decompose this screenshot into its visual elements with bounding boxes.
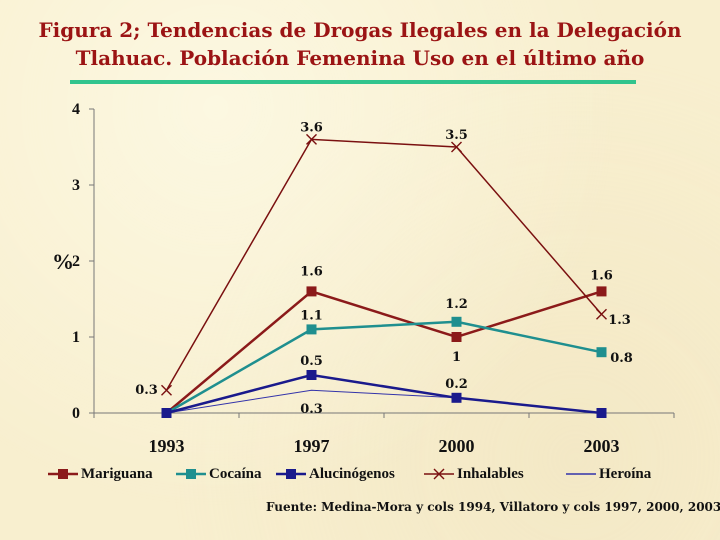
legend-item-mariguana: Mariguana bbox=[48, 462, 153, 486]
data-label-mariguana: 1 bbox=[452, 350, 461, 365]
data-point-inhalables-stroke bbox=[596, 308, 607, 320]
data-label-alucinogenos: 0.2 bbox=[445, 377, 468, 392]
y-tick-label: 3 bbox=[72, 177, 80, 194]
y-tick-label: 1 bbox=[72, 329, 80, 346]
data-point-inhalables bbox=[596, 308, 607, 320]
data-point-alucinogenos bbox=[161, 408, 172, 418]
data-point-mariguana bbox=[596, 286, 607, 297]
legend-label-heroina: Heroína bbox=[599, 465, 652, 482]
data-label-inhalables: 0.3 bbox=[135, 383, 158, 398]
data-label-mariguana: 1.6 bbox=[590, 268, 613, 283]
chart-title-line1: Figura 2; Tendencias de Drogas Ilegales … bbox=[38, 18, 682, 42]
legend-marker bbox=[58, 469, 68, 479]
data-point-alucinogenos bbox=[451, 392, 462, 403]
data-label-cocaina: 0.8 bbox=[610, 351, 633, 366]
data-label-heroina: 0.3 bbox=[300, 402, 323, 417]
y-axis-label: % bbox=[52, 249, 74, 274]
y-tick-label: 4 bbox=[72, 101, 80, 118]
legend-item-inhalables: Inhalables bbox=[424, 462, 524, 486]
data-point-inhalables-stroke bbox=[451, 141, 462, 153]
legend-swatch-graphic bbox=[566, 473, 596, 475]
legend-marker bbox=[186, 469, 196, 479]
legend-swatch-graphic bbox=[48, 469, 78, 479]
legend-label-cocaina: Cocaína bbox=[209, 465, 262, 482]
x-tick-label: 1993 bbox=[149, 436, 185, 456]
data-label-inhalables: 3.5 bbox=[445, 128, 468, 143]
data-label-cocaina: 1.1 bbox=[300, 308, 323, 323]
legend-swatch-cocaina bbox=[176, 466, 206, 482]
x-tick-label: 1997 bbox=[294, 436, 330, 456]
legend-swatch-alucinogenos bbox=[276, 466, 306, 482]
title-divider bbox=[70, 80, 636, 84]
series-line-alucinogenos bbox=[166, 373, 602, 415]
legend-item-cocaina: Cocaína bbox=[176, 462, 262, 486]
y-tick-label: 0 bbox=[72, 405, 80, 422]
series-line-mariguana bbox=[165, 290, 602, 414]
legend-label-alucinogenos: Alucinógenos bbox=[309, 465, 395, 482]
data-label-mariguana: 1.6 bbox=[300, 264, 323, 279]
data-point-cocaina bbox=[596, 347, 607, 358]
legend-label-mariguana: Mariguana bbox=[81, 465, 153, 482]
legend-marker bbox=[286, 469, 296, 479]
data-point-cocaina bbox=[306, 324, 317, 335]
data-point-inhalables-stroke bbox=[306, 133, 317, 145]
data-label-inhalables: 1.3 bbox=[608, 313, 631, 328]
data-point-inhalables bbox=[451, 141, 462, 153]
data-label-inhalables: 3.6 bbox=[300, 120, 323, 135]
series-line-inhalables bbox=[165, 138, 603, 391]
y-tick-label: 2 bbox=[72, 253, 80, 270]
data-label-cocaina: 1.2 bbox=[445, 297, 468, 312]
data-point-inhalables bbox=[306, 133, 317, 145]
data-point-inhalables bbox=[161, 384, 172, 396]
data-point-mariguana bbox=[451, 332, 462, 342]
data-point-inhalables-stroke bbox=[161, 384, 172, 396]
legend-swatch-graphic bbox=[176, 469, 206, 479]
legend-swatch-mariguana bbox=[48, 466, 78, 482]
legend-marker bbox=[433, 468, 445, 480]
legend-swatch-inhalables bbox=[424, 466, 454, 482]
line-chart: 0 1 2 3 4 1993 1997 2000 2003% 1.6 1 1.6 1.1 1.2 0.8 0.… bbox=[52, 101, 675, 456]
legend-label-inhalables: Inhalables bbox=[457, 465, 524, 482]
data-point-alucinogenos bbox=[306, 370, 317, 380]
legend-item-heroina: Heroína bbox=[566, 462, 651, 486]
series-line-cocaina bbox=[165, 320, 602, 415]
legend-swatch-heroina bbox=[566, 466, 596, 482]
x-tick-label: 2003 bbox=[584, 436, 620, 456]
data-point-alucinogenos bbox=[596, 408, 607, 418]
legend-swatch-graphic bbox=[276, 469, 306, 479]
data-label-alucinogenos: 0.5 bbox=[300, 354, 323, 369]
x-tick-label: 2000 bbox=[439, 436, 475, 456]
legend-swatch-graphic bbox=[424, 468, 454, 480]
chart-title: Figura 2; Tendencias de Drogas Ilegales … bbox=[0, 16, 720, 72]
source-note: Fuente: Medina-Mora y cols 1994, Villato… bbox=[266, 500, 720, 514]
series-line-heroina bbox=[166, 389, 602, 414]
data-point-cocaina bbox=[451, 316, 462, 327]
data-point-mariguana bbox=[306, 286, 317, 297]
chart-legend: Mariguana Cocaína Alucinógenos Inhalables He… bbox=[48, 462, 688, 486]
chart-title-line2: Tlahuac. Población Femenina Uso en el úl… bbox=[75, 46, 645, 70]
legend-item-alucinogenos: Alucinógenos bbox=[276, 462, 395, 486]
